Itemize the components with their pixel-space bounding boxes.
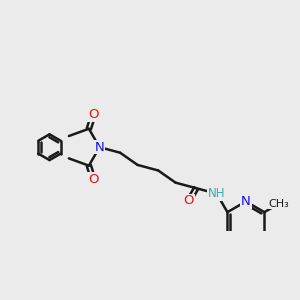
Text: N: N (95, 141, 104, 154)
Text: O: O (88, 173, 98, 186)
Text: NH: NH (208, 187, 226, 200)
Text: N: N (241, 195, 251, 208)
Text: CH₃: CH₃ (268, 199, 289, 209)
Text: O: O (88, 108, 98, 121)
Text: O: O (184, 194, 194, 207)
